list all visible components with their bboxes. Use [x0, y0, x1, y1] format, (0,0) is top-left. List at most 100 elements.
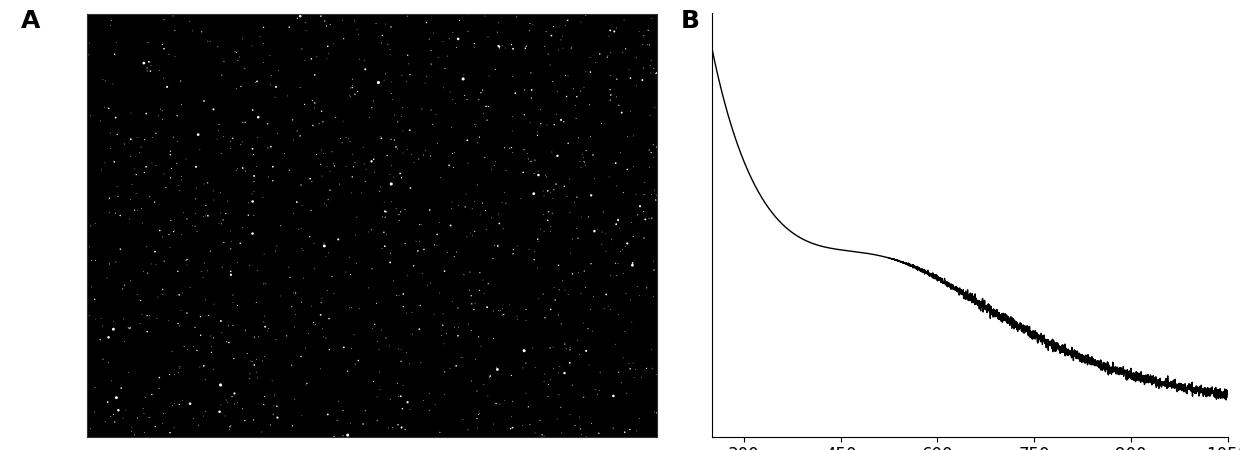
Point	[233, 35, 253, 42]
Point	[470, 287, 490, 294]
Point	[470, 410, 490, 417]
Point	[120, 324, 140, 332]
Point	[110, 212, 130, 219]
Point	[122, 423, 141, 431]
Point	[288, 127, 308, 135]
Point	[598, 54, 618, 61]
Point	[398, 52, 418, 59]
Point	[616, 290, 636, 297]
Point	[103, 326, 123, 333]
Point	[134, 405, 154, 412]
Point	[549, 286, 569, 293]
Point	[485, 242, 505, 249]
Point	[227, 302, 247, 309]
Point	[317, 411, 337, 418]
Point	[644, 141, 663, 149]
Point	[541, 61, 560, 68]
Point	[146, 162, 166, 169]
Point	[536, 171, 556, 179]
Point	[489, 242, 508, 249]
Point	[398, 399, 418, 406]
Point	[556, 22, 575, 29]
Point	[646, 70, 666, 77]
Point	[221, 245, 241, 252]
Point	[560, 346, 580, 353]
Point	[120, 324, 140, 331]
Point	[345, 17, 365, 24]
Point	[95, 418, 115, 425]
Point	[553, 45, 573, 52]
Point	[484, 307, 503, 315]
Point	[285, 289, 305, 297]
Point	[528, 265, 548, 272]
Point	[244, 172, 264, 180]
Point	[244, 361, 264, 369]
Point	[291, 45, 311, 53]
Point	[522, 86, 542, 94]
Point	[164, 12, 184, 19]
Point	[460, 230, 480, 237]
Point	[139, 58, 159, 65]
Point	[342, 76, 362, 83]
Point	[136, 394, 156, 401]
Point	[216, 210, 236, 217]
Point	[465, 228, 485, 235]
Point	[311, 13, 331, 20]
Point	[424, 310, 444, 318]
Point	[332, 17, 352, 24]
Point	[150, 67, 170, 74]
Point	[521, 158, 541, 165]
Point	[100, 22, 120, 29]
Point	[582, 260, 601, 267]
Point	[502, 127, 522, 135]
Point	[600, 97, 620, 104]
Point	[393, 149, 413, 157]
Point	[636, 365, 656, 372]
Point	[222, 238, 242, 245]
Point	[554, 369, 574, 377]
Point	[520, 27, 539, 34]
Point	[453, 75, 472, 82]
Point	[543, 23, 563, 30]
Point	[336, 268, 356, 275]
Point	[290, 13, 310, 20]
Point	[563, 235, 583, 243]
Point	[440, 222, 460, 229]
Point	[281, 361, 301, 369]
Point	[254, 24, 274, 31]
Point	[472, 200, 492, 207]
Point	[381, 396, 401, 403]
Point	[356, 166, 376, 173]
Point	[567, 194, 587, 201]
Point	[157, 83, 177, 90]
Point	[584, 151, 604, 158]
Point	[465, 40, 485, 47]
Point	[171, 173, 191, 180]
Point	[556, 287, 575, 294]
Point	[393, 290, 413, 297]
Point	[104, 158, 124, 166]
Point	[618, 240, 637, 247]
Point	[477, 117, 497, 124]
Point	[99, 209, 119, 216]
Point	[244, 212, 264, 219]
Point	[311, 147, 331, 154]
Point	[449, 324, 469, 331]
Point	[642, 15, 662, 22]
Point	[303, 122, 322, 129]
Point	[470, 134, 490, 141]
Point	[583, 328, 603, 335]
Point	[374, 198, 394, 206]
Point	[574, 158, 594, 166]
Point	[311, 311, 331, 319]
Point	[392, 113, 412, 120]
Point	[616, 390, 636, 397]
Point	[331, 135, 351, 142]
Point	[365, 169, 384, 176]
Point	[393, 303, 413, 310]
Point	[449, 202, 469, 209]
Point	[558, 140, 578, 147]
Point	[397, 349, 417, 356]
Point	[301, 55, 321, 63]
Point	[236, 167, 255, 175]
